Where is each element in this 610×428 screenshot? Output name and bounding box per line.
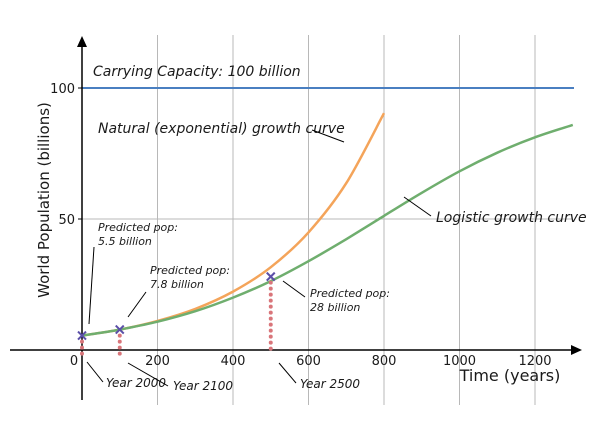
natural-curve-label: Natural (exponential) growth curve <box>98 121 345 137</box>
marker-3-pop-value: 28 billion <box>310 301 360 314</box>
origin-label: 0 <box>70 354 78 369</box>
x-tick-labels: 200 400 600 800 1000 1200 <box>145 354 551 369</box>
marker-1-pointer <box>88 246 95 325</box>
logistic-curve-pointer <box>403 196 432 217</box>
x-tick-label: 200 <box>145 354 170 369</box>
natural-curve-pointer <box>311 129 345 143</box>
carrying-capacity-label: Carrying Capacity: 100 billion <box>93 64 301 80</box>
marker-2-year-label: Year 2100 <box>173 379 233 393</box>
y-tick-label: 50 <box>58 213 75 228</box>
marker-2-pop-value: 7.8 billion <box>150 278 204 291</box>
marker-3-pop-label: Predicted pop: <box>310 287 390 300</box>
marker-2-pop-label: Predicted pop: <box>150 264 230 277</box>
x-tick-label: 400 <box>221 354 246 369</box>
population-markers <box>77 271 276 341</box>
marker-2-cross <box>115 324 125 335</box>
marker-3-year-label: Year 2500 <box>300 377 360 391</box>
marker-3-pointer <box>282 280 306 298</box>
marker-1-year-pointer <box>86 361 104 383</box>
x-tick-label: 1200 <box>518 354 551 369</box>
marker-drop-lines <box>80 280 273 356</box>
marker-1-pop-label: Predicted pop: <box>98 221 178 234</box>
marker-2-year-pointer <box>127 362 169 387</box>
x-tick-label: 600 <box>296 354 321 369</box>
x-tick-label: 800 <box>372 354 397 369</box>
y-tick-label: 100 <box>50 82 75 97</box>
marker-2-pointer <box>127 291 147 318</box>
y-tick-labels: 50 100 <box>50 82 82 228</box>
x-tick-label: 1000 <box>443 354 476 369</box>
logistic-growth-curve <box>81 123 574 337</box>
marker-1-cross <box>77 330 87 341</box>
marker-1-pop-value: 5.5 billion <box>98 235 152 248</box>
y-axis-title: World Population (billions) <box>35 102 53 298</box>
x-axis-title: Time (years) <box>459 366 561 385</box>
marker-1-year-label: Year 2000 <box>106 376 166 390</box>
marker-3-year-pointer <box>278 362 297 384</box>
x-axis-arrow <box>571 345 582 355</box>
grid-lines <box>82 35 572 405</box>
logistic-curve-label: Logistic growth curve <box>436 210 587 226</box>
y-axis-arrow <box>77 36 87 47</box>
marker-3-cross <box>266 271 276 282</box>
